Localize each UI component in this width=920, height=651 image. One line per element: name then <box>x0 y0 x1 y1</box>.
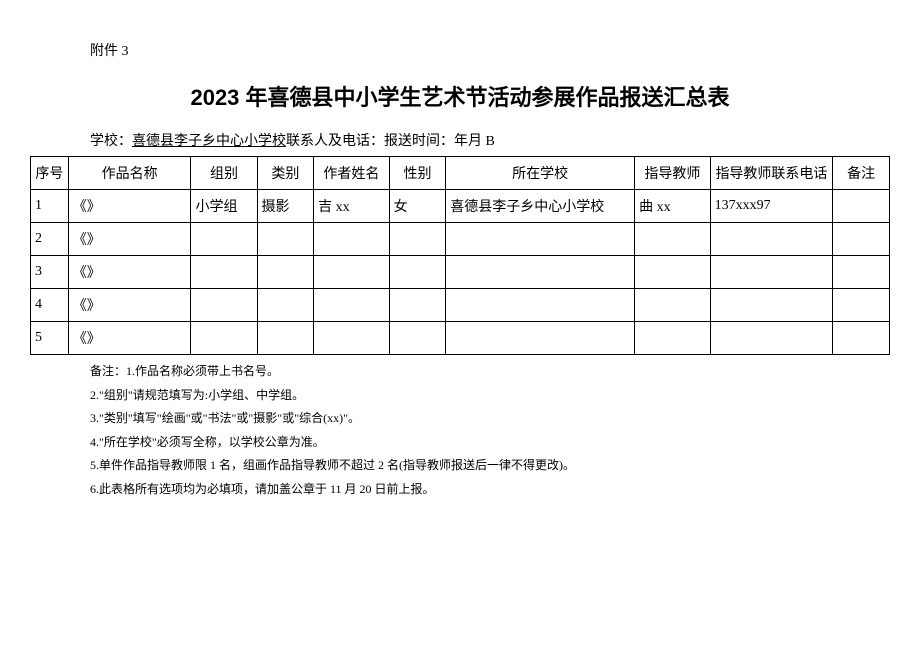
cell-gender: 女 <box>389 190 446 223</box>
cell-teacher <box>635 322 711 355</box>
table-row: 4 《》 <box>31 289 890 322</box>
cell-remark <box>833 190 890 223</box>
cell-type <box>257 322 314 355</box>
cell-author <box>314 223 390 256</box>
meta-line: 学校：喜德县李子乡中心小学校联系人及电话：报送时间：年月 B <box>90 130 890 150</box>
cell-author <box>314 256 390 289</box>
cell-group <box>191 256 257 289</box>
cell-school: 喜德县李子乡中心小学校 <box>446 190 635 223</box>
cell-group <box>191 289 257 322</box>
cell-type <box>257 289 314 322</box>
cell-teacher <box>635 223 711 256</box>
cell-name: 《》 <box>68 256 191 289</box>
cell-remark <box>833 322 890 355</box>
col-remark: 备注 <box>833 157 890 190</box>
col-school: 所在学校 <box>446 157 635 190</box>
cell-name: 《》 <box>68 289 191 322</box>
note-line: 5.单件作品指导教师限 1 名，组画作品指导教师不超过 2 名(指导教师报送后一… <box>90 455 890 477</box>
note-line: 备注：1.作品名称必须带上书名号。 <box>90 361 890 383</box>
cell-phone <box>710 322 833 355</box>
table-row: 1 《》 小学组 摄影 吉 xx 女 喜德县李子乡中心小学校 曲 xx 137x… <box>31 190 890 223</box>
page-title: 2023 年喜德县中小学生艺术节活动参展作品报送汇总表 <box>30 80 890 112</box>
school-name: 喜德县李子乡中心小学校 <box>132 134 286 149</box>
cell-gender <box>389 289 446 322</box>
col-seq: 序号 <box>31 157 69 190</box>
col-name: 作品名称 <box>68 157 191 190</box>
report-table: 序号 作品名称 组别 类别 作者姓名 性别 所在学校 指导教师 指导教师联系电话… <box>30 156 890 355</box>
col-author: 作者姓名 <box>314 157 390 190</box>
cell-type <box>257 223 314 256</box>
cell-remark <box>833 223 890 256</box>
cell-group <box>191 223 257 256</box>
cell-seq: 3 <box>31 256 69 289</box>
table-row: 5 《》 <box>31 322 890 355</box>
table-row: 3 《》 <box>31 256 890 289</box>
cell-name: 《》 <box>68 322 191 355</box>
cell-group <box>191 322 257 355</box>
school-label: 学校： <box>90 134 132 149</box>
cell-phone <box>710 289 833 322</box>
cell-gender <box>389 322 446 355</box>
table-row: 2 《》 <box>31 223 890 256</box>
col-group: 组别 <box>191 157 257 190</box>
cell-seq: 2 <box>31 223 69 256</box>
cell-type <box>257 256 314 289</box>
cell-author <box>314 322 390 355</box>
contact-label: 联系人及电话： <box>286 134 384 149</box>
cell-phone <box>710 256 833 289</box>
note-line: 2."组别"请规范填写为:小学组、中学组。 <box>90 385 890 407</box>
cell-seq: 4 <box>31 289 69 322</box>
col-gender: 性别 <box>389 157 446 190</box>
note-line: 4."所在学校"必须写全称，以学校公章为准。 <box>90 432 890 454</box>
cell-type: 摄影 <box>257 190 314 223</box>
attachment-label: 附件 3 <box>90 40 890 60</box>
cell-remark <box>833 289 890 322</box>
cell-group: 小学组 <box>191 190 257 223</box>
cell-school <box>446 322 635 355</box>
cell-author <box>314 289 390 322</box>
cell-phone: 137xxx97 <box>710 190 833 223</box>
cell-name: 《》 <box>68 190 191 223</box>
cell-seq: 5 <box>31 322 69 355</box>
cell-school <box>446 256 635 289</box>
cell-teacher <box>635 256 711 289</box>
cell-author: 吉 xx <box>314 190 390 223</box>
cell-teacher <box>635 289 711 322</box>
table-header-row: 序号 作品名称 组别 类别 作者姓名 性别 所在学校 指导教师 指导教师联系电话… <box>31 157 890 190</box>
cell-name: 《》 <box>68 223 191 256</box>
col-teacher: 指导教师 <box>635 157 711 190</box>
cell-gender <box>389 256 446 289</box>
note-line: 6.此表格所有选项均为必填项，请加盖公章于 11 月 20 日前上报。 <box>90 479 890 501</box>
report-time-label: 报送时间：年月 B <box>384 134 495 149</box>
note-line: 3."类别"填写"绘画"或"书法"或"摄影"或"综合(xx)"。 <box>90 408 890 430</box>
cell-seq: 1 <box>31 190 69 223</box>
cell-school <box>446 289 635 322</box>
cell-remark <box>833 256 890 289</box>
cell-gender <box>389 223 446 256</box>
cell-school <box>446 223 635 256</box>
col-phone: 指导教师联系电话 <box>710 157 833 190</box>
cell-phone <box>710 223 833 256</box>
col-type: 类别 <box>257 157 314 190</box>
cell-teacher: 曲 xx <box>635 190 711 223</box>
notes-section: 备注：1.作品名称必须带上书名号。 2."组别"请规范填写为:小学组、中学组。 … <box>90 361 890 501</box>
